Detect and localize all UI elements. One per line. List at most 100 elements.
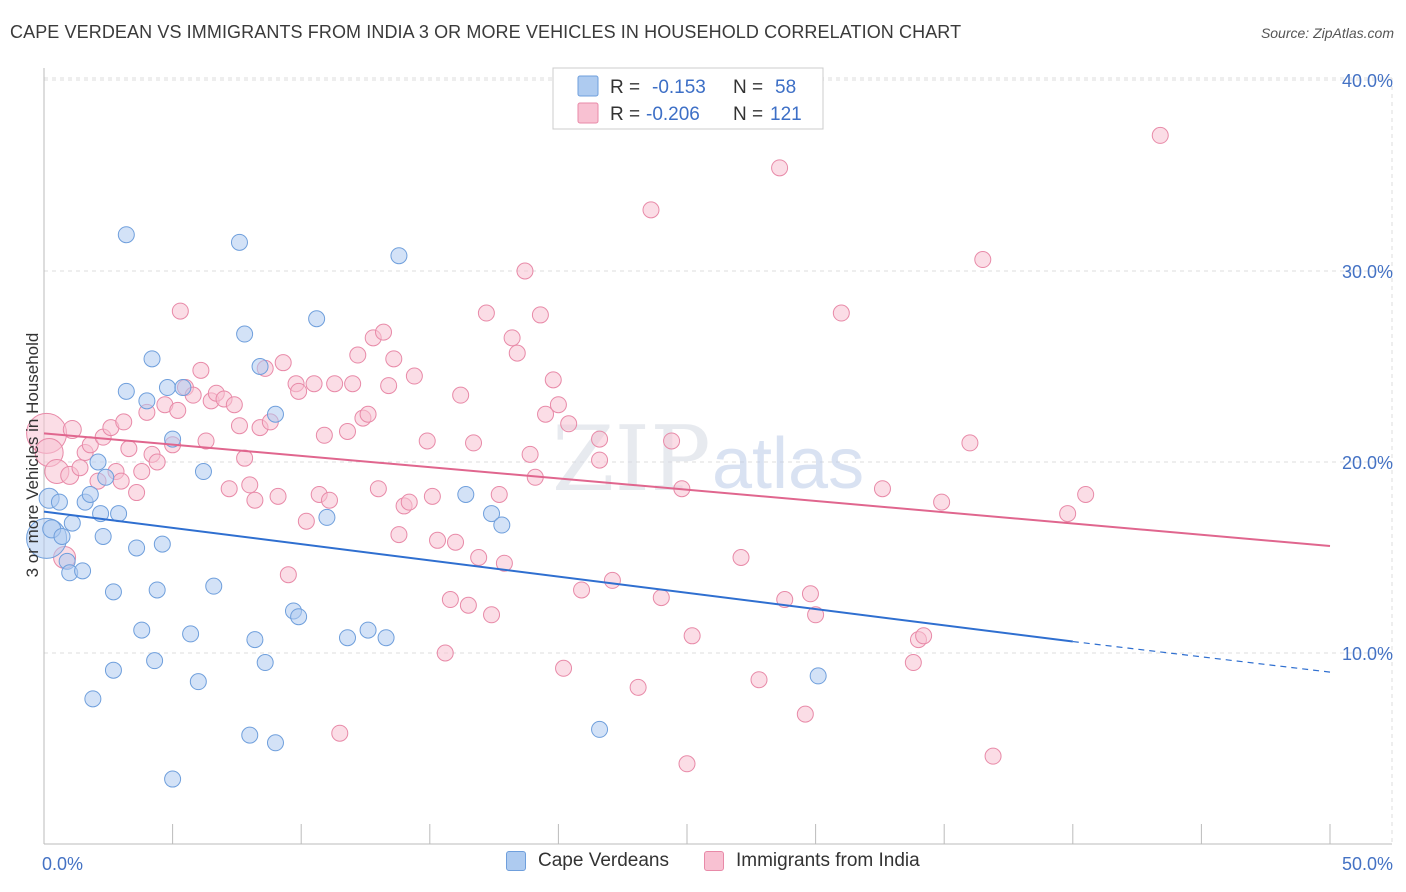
- point-immigrants-india: [380, 377, 398, 395]
- series-immigrants-india-points: [26, 126, 1169, 773]
- point-immigrants-india: [315, 426, 333, 444]
- point-immigrants-india: [305, 375, 323, 393]
- point-immigrants-india: [405, 367, 423, 385]
- point-cape-verdeans: [483, 505, 501, 523]
- trend-lines: [43, 432, 1331, 673]
- point-cape-verdeans: [174, 379, 192, 397]
- legend-n-value-b: 121: [770, 104, 802, 125]
- point-immigrants-india: [62, 420, 82, 440]
- y-tick-labels: 10.0% 20.0% 30.0% 40.0%: [1342, 71, 1393, 664]
- point-immigrants-india: [359, 405, 377, 423]
- point-immigrants-india: [531, 306, 549, 324]
- y-tick-label-0: 10.0%: [1342, 644, 1393, 664]
- point-cape-verdeans: [241, 726, 259, 744]
- point-immigrants-india: [807, 606, 825, 624]
- point-immigrants-india: [297, 512, 315, 530]
- point-immigrants-india: [801, 585, 819, 603]
- point-cape-verdeans: [146, 652, 164, 670]
- legend-swatch-cape-verdeans: [577, 75, 599, 97]
- point-immigrants-india: [503, 329, 521, 347]
- point-cape-verdeans: [63, 514, 81, 532]
- point-cape-verdeans: [117, 382, 135, 400]
- point-immigrants-india: [961, 434, 979, 452]
- point-immigrants-india: [508, 344, 526, 362]
- point-immigrants-india: [933, 493, 951, 511]
- bottom-legend-label-b: Immigrants from India: [736, 850, 920, 871]
- bottom-legend-swatch-a: [506, 851, 526, 871]
- point-cape-verdeans: [377, 629, 395, 647]
- point-immigrants-india: [591, 430, 609, 448]
- point-cape-verdeans: [164, 770, 182, 788]
- legend-r-label-a: R =: [610, 77, 640, 98]
- point-cape-verdeans: [164, 430, 182, 448]
- point-immigrants-india: [120, 440, 138, 458]
- point-immigrants-india: [112, 472, 130, 490]
- point-immigrants-india: [269, 487, 287, 505]
- point-immigrants-india: [390, 526, 408, 544]
- bottom-legend-swatch-b: [704, 851, 724, 871]
- point-immigrants-india: [349, 346, 367, 364]
- point-immigrants-india: [629, 678, 647, 696]
- point-cape-verdeans: [457, 485, 475, 503]
- bottom-legend-item-cape-verdeans: Cape Verdeans: [506, 850, 669, 872]
- legend-box: R = -0.153 N = 58 R = -0.206 N = 121: [552, 67, 824, 130]
- point-cape-verdeans: [138, 392, 156, 410]
- point-immigrants-india: [418, 432, 436, 450]
- point-immigrants-india: [71, 459, 89, 477]
- point-cape-verdeans: [493, 516, 511, 534]
- point-immigrants-india: [683, 627, 701, 645]
- point-cape-verdeans: [117, 226, 135, 244]
- point-cape-verdeans: [205, 577, 223, 595]
- bottom-legend: Cape Verdeans Immigrants from India: [0, 850, 1406, 880]
- point-immigrants-india: [549, 396, 567, 414]
- point-immigrants-india: [246, 491, 264, 509]
- point-cape-verdeans: [53, 527, 71, 545]
- point-immigrants-india: [338, 422, 356, 440]
- point-cape-verdeans: [97, 468, 115, 486]
- point-immigrants-india: [192, 361, 210, 379]
- point-cape-verdeans: [591, 720, 609, 738]
- point-immigrants-india: [544, 371, 562, 389]
- point-cape-verdeans: [84, 690, 102, 708]
- point-immigrants-india: [1151, 126, 1169, 144]
- point-immigrants-india: [326, 375, 344, 393]
- point-cape-verdeans: [143, 350, 161, 368]
- point-cape-verdeans: [236, 325, 254, 343]
- point-immigrants-india: [465, 434, 483, 452]
- point-cape-verdeans: [318, 508, 336, 526]
- point-immigrants-india: [521, 445, 539, 463]
- point-immigrants-india: [331, 724, 349, 742]
- point-cape-verdeans: [94, 527, 112, 545]
- point-immigrants-india: [915, 627, 933, 645]
- point-cape-verdeans: [158, 379, 176, 397]
- point-cape-verdeans: [104, 661, 122, 679]
- point-immigrants-india: [115, 413, 133, 431]
- point-cape-verdeans: [809, 667, 827, 685]
- point-immigrants-india: [423, 487, 441, 505]
- point-cape-verdeans: [104, 583, 122, 601]
- point-cape-verdeans: [338, 629, 356, 647]
- point-immigrants-india: [197, 432, 215, 450]
- trend-line-cape-verdeans: [43, 510, 1073, 643]
- point-immigrants-india: [225, 396, 243, 414]
- trend-line-immigrants-india: [43, 432, 1331, 548]
- point-immigrants-india: [169, 401, 187, 419]
- point-immigrants-india: [148, 453, 166, 471]
- x-tick-label-end: 50.0%: [1342, 854, 1393, 874]
- point-immigrants-india: [591, 451, 609, 469]
- point-immigrants-india: [555, 659, 573, 677]
- point-immigrants-india: [490, 485, 508, 503]
- point-cape-verdeans: [246, 631, 264, 649]
- point-cape-verdeans: [266, 405, 284, 423]
- x-tick-label-start: 0.0%: [42, 854, 83, 874]
- trend-line-cape-verdeans-extension: [1072, 640, 1331, 673]
- legend-r-label-b: R =: [610, 104, 640, 125]
- point-immigrants-india: [429, 531, 447, 549]
- source-credit: Source: ZipAtlas.com: [1260, 25, 1394, 41]
- legend-n-label-a: N =: [733, 77, 763, 98]
- legend-n-value-a: 58: [775, 77, 796, 98]
- point-immigrants-india: [873, 480, 891, 498]
- point-immigrants-india: [230, 417, 248, 435]
- point-cape-verdeans: [182, 625, 200, 643]
